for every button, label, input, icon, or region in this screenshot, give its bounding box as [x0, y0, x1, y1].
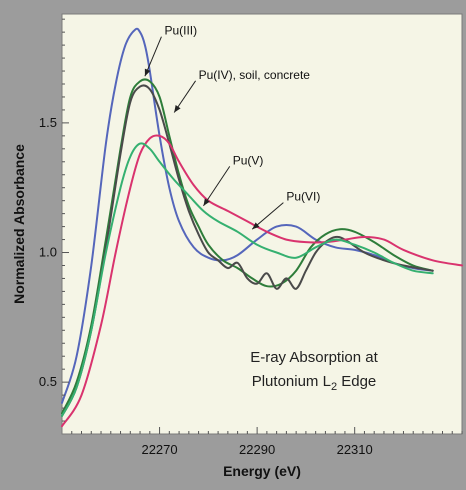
series-line-3 [61, 84, 434, 417]
annotation-arrowhead [174, 105, 181, 113]
series-layer [61, 27, 463, 428]
plot-area [61, 13, 463, 435]
x-tick-label: 22310 [337, 442, 373, 457]
annotation-label: Pu(VI) [286, 190, 320, 204]
y-tick-label: 0.5 [39, 374, 57, 389]
annotation-layer: Pu(III) Pu(IV), soil, concrete Pu(V) Pu(VI) [144, 24, 320, 230]
x-tick-label: 22270 [141, 442, 177, 457]
series-line-5 [61, 142, 434, 417]
inset-text-line1: E-ray Absorption at [250, 349, 378, 366]
annotation-label: Pu(IV), soil, concrete [199, 68, 311, 82]
series-line-4 [61, 134, 463, 428]
y-tick-label: 1.5 [39, 115, 57, 130]
series-line-1 [61, 27, 434, 404]
x-axis-label: Energy (eV) [223, 463, 301, 479]
annotation-arrow [144, 36, 162, 77]
annotation-label: Pu(V) [233, 153, 264, 167]
annotation-arrowhead [144, 68, 151, 77]
x-tick-label: 22290 [239, 442, 275, 457]
annotation-arrowhead [203, 198, 210, 206]
y-axis-label: Normalized Absorbance [11, 144, 27, 304]
tick-layer: 22270 22290 22310 0.5 1.0 1.5 [39, 18, 463, 457]
annotation-arrowhead [252, 222, 260, 230]
inset-text-line2: Plutonium L2 Edge [252, 373, 377, 393]
inset-text-line2-subscript: 2 [331, 381, 337, 393]
inset-text-line2-suffix: Edge [337, 373, 376, 390]
y-tick-label: 1.0 [39, 245, 57, 260]
annotation-label: Pu(III) [164, 24, 197, 38]
annotation-arrow [203, 166, 231, 207]
inset-text-line2-prefix: Plutonium L [252, 373, 331, 390]
